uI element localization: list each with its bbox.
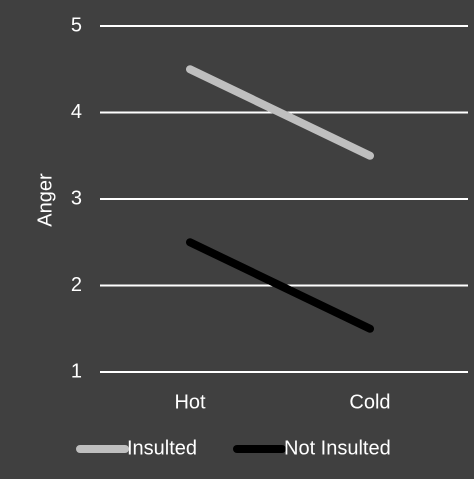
y-tick-label: 2 [71,274,82,296]
x-tick-label: Cold [349,391,390,413]
y-tick-label: 4 [71,101,82,123]
series-line [186,65,374,160]
y-tick-label: 5 [71,14,82,36]
legend-label: Not Insulted [284,437,391,459]
series-line [186,238,374,333]
x-tick-label: Hot [174,391,206,413]
legend-label: Insulted [127,437,197,459]
y-tick-label: 1 [71,360,82,382]
y-tick-label: 3 [71,187,82,209]
y-axis-label: Anger [34,173,56,227]
